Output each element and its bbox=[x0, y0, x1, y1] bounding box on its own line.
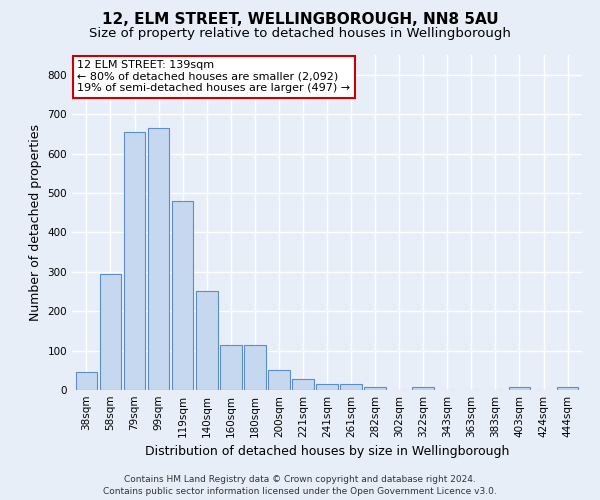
Text: 12, ELM STREET, WELLINGBOROUGH, NN8 5AU: 12, ELM STREET, WELLINGBOROUGH, NN8 5AU bbox=[101, 12, 499, 28]
Bar bbox=[412, 387, 434, 390]
Text: Contains HM Land Registry data © Crown copyright and database right 2024.
Contai: Contains HM Land Registry data © Crown c… bbox=[103, 474, 497, 496]
Text: Size of property relative to detached houses in Wellingborough: Size of property relative to detached ho… bbox=[89, 28, 511, 40]
Bar bbox=[100, 274, 121, 390]
X-axis label: Distribution of detached houses by size in Wellingborough: Distribution of detached houses by size … bbox=[145, 446, 509, 458]
Bar bbox=[244, 346, 266, 390]
Y-axis label: Number of detached properties: Number of detached properties bbox=[29, 124, 42, 321]
Text: 12 ELM STREET: 139sqm
← 80% of detached houses are smaller (2,092)
19% of semi-d: 12 ELM STREET: 139sqm ← 80% of detached … bbox=[77, 60, 350, 93]
Bar bbox=[292, 380, 314, 390]
Bar bbox=[340, 384, 362, 390]
Bar bbox=[172, 201, 193, 390]
Bar bbox=[148, 128, 169, 390]
Bar bbox=[76, 372, 97, 390]
Bar bbox=[124, 132, 145, 390]
Bar bbox=[509, 387, 530, 390]
Bar bbox=[220, 346, 242, 390]
Bar bbox=[268, 370, 290, 390]
Bar bbox=[196, 290, 218, 390]
Bar bbox=[557, 387, 578, 390]
Bar bbox=[316, 384, 338, 390]
Bar bbox=[364, 387, 386, 390]
